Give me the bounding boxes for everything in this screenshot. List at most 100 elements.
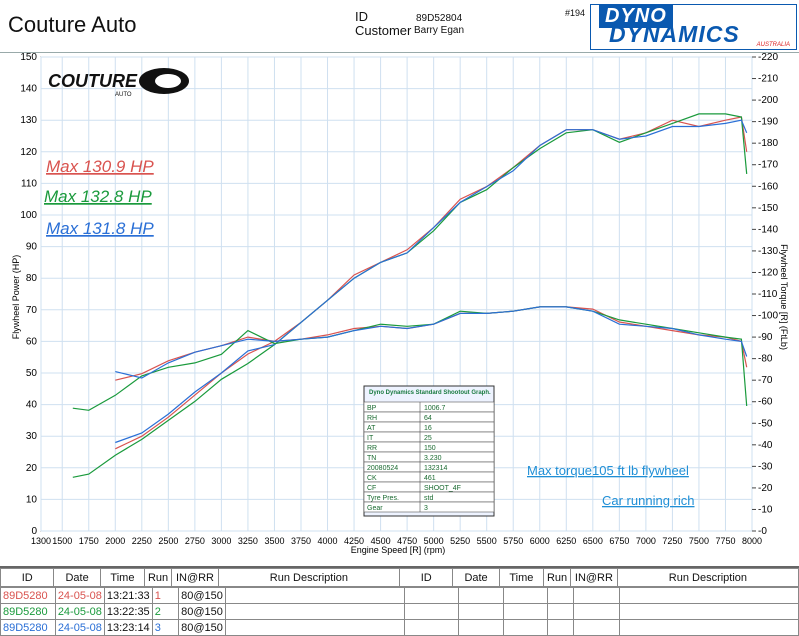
y-tick-label: 110 <box>21 178 37 189</box>
x-tick-label: 5000 <box>424 536 444 546</box>
max-hp-run2: Max 132.8 HP <box>44 187 152 206</box>
table-cell <box>546 619 575 636</box>
table-header-cell: IN@RR <box>171 568 219 587</box>
y2-tick-label: -190 <box>758 117 778 128</box>
table-cell <box>503 603 548 620</box>
table-cell <box>573 603 620 620</box>
y2-axis-label: Flywheel Torque [R] (FtLb) <box>779 244 789 350</box>
x-tick-label: 5250 <box>450 536 470 546</box>
table-cell: 2 <box>151 603 180 620</box>
y-tick-label: 120 <box>20 147 37 158</box>
y-tick-label: 70 <box>26 305 38 316</box>
table-header-cell: Run <box>144 568 173 587</box>
table-header-cell: ID <box>0 568 55 587</box>
x-tick-label: 5500 <box>477 536 497 546</box>
x-tick-label: 7250 <box>662 536 682 546</box>
x-tick-label: 1750 <box>79 536 99 546</box>
y2-tick-label: -80 <box>758 354 773 365</box>
x-tick-label: 8000 <box>742 536 762 546</box>
y2-tick-label: -200 <box>758 95 778 106</box>
info-box-value: 64 <box>424 415 432 422</box>
info-box-key: Gear <box>367 505 383 512</box>
table-cell <box>618 619 799 636</box>
x-tick-label: 7750 <box>715 536 735 546</box>
table-cell <box>618 587 799 604</box>
y-tick-label: 20 <box>26 463 38 474</box>
dyno-logo-line1: DYNO <box>599 5 673 28</box>
info-box-value: 132314 <box>424 465 447 472</box>
run-table-body: 89D5280 24-05-08 13:21:33 1 80@150 89D5280 24-… <box>0 587 799 636</box>
info-box-value: 1006.7 <box>424 405 446 412</box>
info-box-title: Dyno Dynamics Standard Shootout Graph. <box>369 390 491 396</box>
y-tick-label: 100 <box>20 210 37 221</box>
report-header: Couture Auto ID 89D52804 Customer Barry … <box>0 0 799 53</box>
y-tick-label: 60 <box>26 336 38 347</box>
y-tick-label: 40 <box>26 400 38 411</box>
max-hp-run3: Max 131.8 HP <box>46 219 154 238</box>
x-tick-labels: 1300 1500 1750 2000 2250 2500 2750 3000 3250 3500… <box>31 536 762 546</box>
dyno-chart: 1300 1500 1750 2000 2250 2500 2750 3000 3250 3500… <box>11 52 789 555</box>
info-box-key: CK <box>367 475 377 482</box>
x-tick-label: 6750 <box>609 536 629 546</box>
table-row: 89D5280 24-05-08 13:22:35 2 80@150 <box>0 603 799 620</box>
table-cell <box>618 603 799 620</box>
table-row: 89D5280 24-05-08 13:21:33 1 80@150 <box>0 587 799 604</box>
couture-logo-subtext: AUTO <box>115 92 132 98</box>
dyno-dynamics-logo: DYNO DYNAMICS AUSTRALIA <box>590 4 797 50</box>
info-box-key: AT <box>367 425 376 432</box>
y-tick-label: 80 <box>26 273 38 284</box>
table-cell <box>573 619 620 636</box>
table-cell: 24-05-08 <box>54 619 105 636</box>
x-tick-label: 4250 <box>344 536 364 546</box>
info-box-value: 150 <box>424 445 436 452</box>
x-tick-label: 2250 <box>132 536 152 546</box>
x-tick-label: 7500 <box>689 536 709 546</box>
x-tick-label: 1300 <box>31 536 51 546</box>
id-value: 89D52804 <box>416 13 463 24</box>
table-cell: 89D5280 <box>0 587 56 604</box>
table-row: 89D5280 24-05-08 13:23:14 3 80@150 <box>0 619 799 636</box>
y2-tick-label: -90 <box>758 332 773 343</box>
y2-tick-label: -170 <box>758 160 778 171</box>
x-axis-label: Engine Speed [R] (rpm) <box>351 545 446 555</box>
company-name: Couture Auto <box>8 12 137 37</box>
info-box-key: BP <box>367 405 377 412</box>
y2-tick-label: -220 <box>758 52 778 63</box>
info-box-row <box>363 501 495 513</box>
y-tick-label: 30 <box>26 431 38 442</box>
table-cell: 13:21:33 <box>103 587 153 604</box>
table-header-cell: Run Description <box>616 568 799 587</box>
table-header-cell: Date <box>53 568 101 587</box>
x-tick-label: 2500 <box>158 536 178 546</box>
y2-tick-label: -30 <box>758 461 773 472</box>
y-tick-label: 90 <box>26 242 38 253</box>
y2-tick-label: -10 <box>758 504 773 515</box>
info-box-key: Tyre Pres. <box>367 495 399 502</box>
info-box-value: 25 <box>424 435 432 442</box>
x-tick-label: 1500 <box>52 536 72 546</box>
table-cell: 80@150 <box>178 603 227 620</box>
table-cell <box>503 587 548 604</box>
x-tick-label: 6250 <box>556 536 576 546</box>
dyno-logo-line2: DYNAMICS <box>609 21 740 47</box>
y2-tick-label: -50 <box>758 418 773 429</box>
y2-tick-label: -130 <box>758 246 778 257</box>
table-cell <box>404 619 459 636</box>
table-cell <box>546 587 575 604</box>
table-cell: 13:22:35 <box>103 603 153 620</box>
table-cell <box>225 587 406 604</box>
couture-logo-emblem-inner <box>155 74 181 88</box>
y2-tick-label: -160 <box>758 181 778 192</box>
table-cell <box>503 619 548 636</box>
x-tick-label: 2000 <box>105 536 125 546</box>
torque-line-run2 <box>72 306 748 411</box>
y-tick-label: 10 <box>26 494 38 505</box>
y2-tick-label: -60 <box>758 397 773 408</box>
table-cell <box>457 587 505 604</box>
x-tick-label: 4750 <box>397 536 417 546</box>
table-cell <box>404 587 459 604</box>
torque-line-run3 <box>115 306 748 379</box>
run-table-header: ID Date Time Run IN@RR Run Description ID Date T… <box>0 568 799 587</box>
info-box-value: 16 <box>424 425 432 432</box>
info-box-value: std <box>424 495 433 502</box>
